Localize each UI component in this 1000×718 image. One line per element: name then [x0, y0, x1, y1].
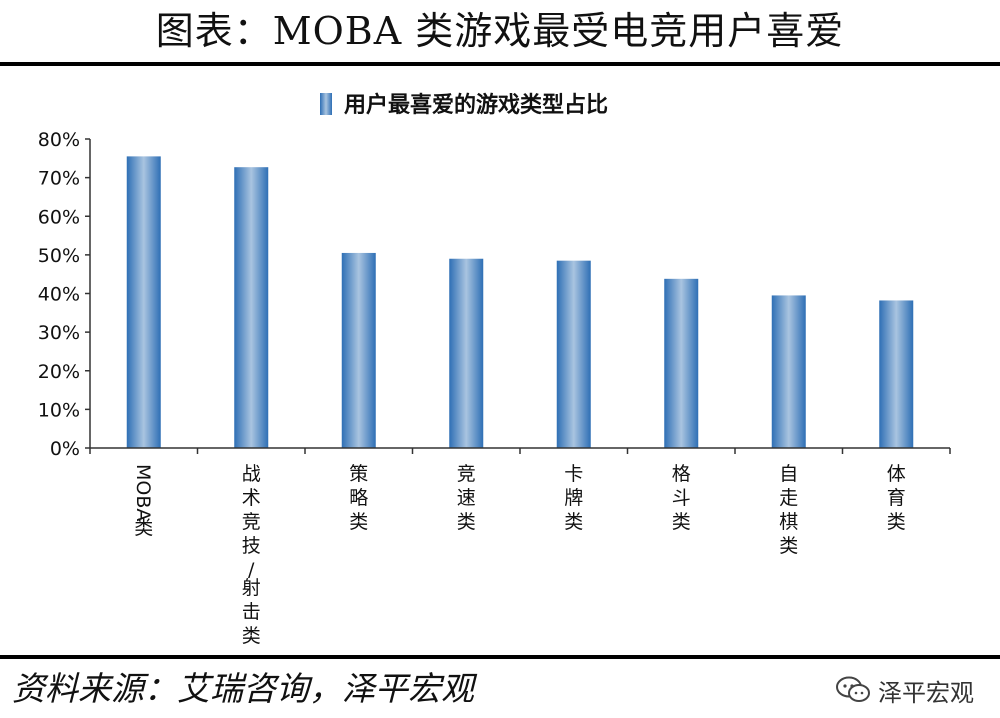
svg-text:走: 走 — [779, 487, 798, 509]
x-tick-label: 体育类 — [887, 463, 906, 533]
svg-text:类: 类 — [672, 511, 691, 533]
y-tick-label: 80% — [38, 129, 80, 151]
svg-text:类: 类 — [457, 511, 476, 533]
svg-text:类: 类 — [349, 511, 368, 533]
legend-label: 用户最喜爱的游戏类型占比 — [344, 92, 608, 118]
svg-text:MOBA: MOBA — [132, 464, 154, 521]
y-tick-label: 20% — [38, 361, 80, 383]
svg-text:竞: 竞 — [457, 463, 476, 485]
svg-text:/: / — [248, 559, 255, 581]
svg-text:体: 体 — [887, 463, 906, 485]
bar — [234, 167, 269, 448]
legend-swatch — [320, 93, 332, 115]
bar — [341, 252, 376, 448]
wechat-icon — [836, 676, 870, 702]
bar-chart: 用户最喜爱的游戏类型占比 0%10%20%30%40%50%60%70%80% … — [38, 92, 951, 647]
svg-text:射: 射 — [242, 577, 261, 599]
bar — [126, 156, 161, 448]
svg-text:略: 略 — [349, 487, 368, 509]
y-tick-label: 60% — [38, 206, 80, 228]
svg-text:类: 类 — [887, 511, 906, 533]
bar — [771, 295, 806, 448]
svg-text:卡: 卡 — [564, 463, 583, 485]
svg-text:类: 类 — [134, 517, 153, 539]
svg-text:速: 速 — [457, 487, 476, 509]
y-tick-label: 30% — [38, 322, 80, 344]
x-tick-label: 策略类 — [349, 463, 368, 533]
x-tick-label: 卡牌类 — [564, 463, 583, 533]
svg-text:自: 自 — [779, 463, 798, 485]
svg-text:育: 育 — [887, 487, 906, 509]
source-note: 资料来源：艾瑞咨询，泽平宏观 — [12, 669, 474, 708]
title-divider — [0, 62, 1000, 66]
y-tick-label: 70% — [38, 168, 80, 190]
svg-text:击: 击 — [242, 601, 261, 623]
svg-text:技: 技 — [242, 535, 261, 557]
svg-text:牌: 牌 — [564, 487, 583, 509]
svg-text:战: 战 — [242, 463, 261, 485]
y-tick-label: 50% — [38, 245, 80, 267]
bar — [664, 278, 699, 448]
svg-text:类: 类 — [564, 511, 583, 533]
svg-text:棋: 棋 — [779, 511, 798, 533]
bar — [449, 258, 484, 448]
brand-name: 泽平宏观 — [878, 678, 974, 707]
y-tick-label: 40% — [38, 284, 80, 306]
x-tick-label: 竞速类 — [457, 463, 476, 533]
svg-text:类: 类 — [779, 535, 798, 557]
y-tick-label: 10% — [38, 399, 80, 421]
bar — [556, 260, 591, 448]
svg-text:策: 策 — [349, 463, 368, 485]
brand: 泽平宏观 — [834, 672, 974, 708]
bar — [879, 300, 914, 448]
svg-text:术: 术 — [242, 487, 261, 509]
chart-legend: 用户最喜爱的游戏类型占比 — [320, 92, 608, 118]
svg-text:斗: 斗 — [672, 487, 691, 509]
page-title: 图表：MOBA 类游戏最受电竞用户喜爱 — [155, 9, 845, 53]
y-tick-label: 0% — [50, 438, 80, 460]
svg-text:格: 格 — [672, 463, 691, 485]
svg-text:竞: 竞 — [242, 511, 261, 533]
bars — [126, 156, 914, 448]
x-tick-label: 格斗类 — [672, 463, 691, 533]
y-axis: 0% 10% 20% 30% 40% 50% 60% 70% 80% — [38, 129, 91, 460]
svg-text:类: 类 — [242, 625, 261, 647]
footer-divider — [0, 655, 1000, 659]
